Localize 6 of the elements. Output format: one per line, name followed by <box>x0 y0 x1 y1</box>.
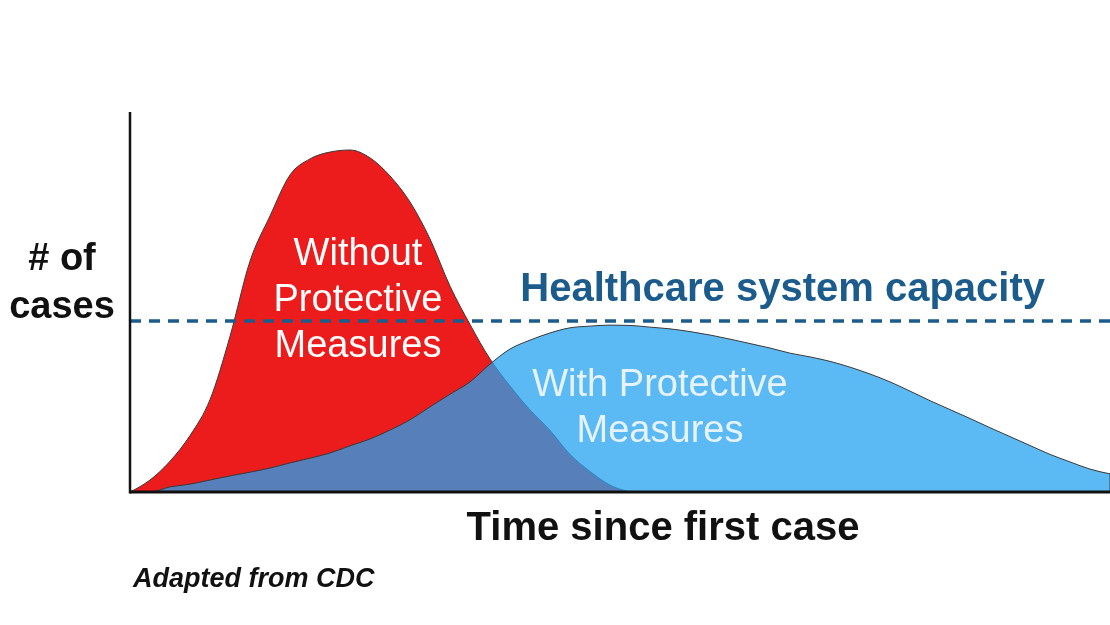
ref-line-label: Healthcare system capacity <box>520 265 1046 309</box>
x-axis-title: Time since first case <box>466 504 860 548</box>
text: Adapted from CDC <box>132 563 375 593</box>
series-label: Without Protective Measures <box>273 230 443 365</box>
y-axis-title: # of cases <box>9 235 115 326</box>
series-label: With Protective Measures <box>532 361 788 450</box>
